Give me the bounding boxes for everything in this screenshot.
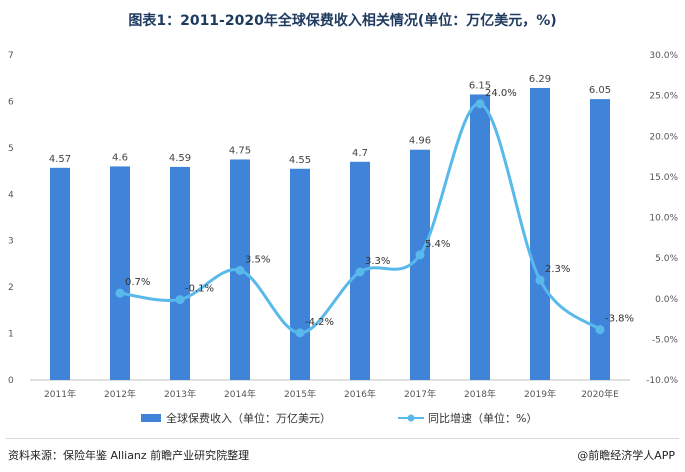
bar [530, 87, 550, 380]
y-left-tick-label: 7 [8, 51, 14, 61]
bar [590, 99, 610, 380]
line-data-label: 3.3% [365, 256, 390, 267]
legend-label-line: 同比增速（单位：%） [428, 411, 537, 425]
legend-swatch-line-marker [407, 414, 415, 422]
y-right-tick-label: -5.0% [652, 335, 679, 345]
bar [170, 166, 190, 380]
line-point [175, 295, 185, 305]
x-tick-label: 2013年 [164, 388, 196, 400]
x-tick-label: 2015年 [284, 388, 316, 400]
bar-data-label: 6.29 [529, 74, 551, 85]
bar [110, 166, 130, 380]
bar [50, 167, 70, 380]
line-data-label: 3.5% [245, 254, 270, 265]
line-data-label: -3.8% [605, 314, 634, 325]
y-right-tick-label: 15.0% [649, 173, 678, 183]
x-tick-label: 2014年 [224, 388, 256, 400]
bar-series [50, 87, 610, 380]
bar [470, 94, 490, 380]
y-right-tick-label: 5.0% [655, 254, 678, 264]
bar [290, 168, 310, 380]
legend-label-bar: 全球保费收入（单位：万亿美元） [166, 411, 331, 425]
brand-credit: @前瞻经济学人APP [577, 449, 675, 462]
bar-data-label: 4.75 [229, 145, 251, 156]
y-right-tick-label: 30.0% [649, 51, 678, 61]
x-axis: 2011年 2012年 2013年 2014年 2015年 2016年 2017年 2018年… [44, 388, 619, 400]
chart-title: 图表1：2011-2020年全球保费收入相关情况(单位：万亿美元，%) [128, 13, 557, 29]
legend: 全球保费收入（单位：万亿美元） 同比增速（单位：%） [141, 411, 537, 425]
bar-data-label: 4.57 [49, 154, 71, 165]
bar-data-label: 6.05 [589, 85, 611, 96]
line-point [415, 250, 425, 260]
y-axis-left: 0 1 2 3 4 5 6 7 [8, 51, 14, 386]
line-point [295, 328, 305, 338]
x-tick-label: 2020年E [581, 388, 619, 400]
y-right-tick-label: -10.0% [646, 376, 678, 386]
line-point [535, 275, 545, 285]
bar-data-labels: 4.57 4.6 4.59 4.75 4.55 4.7 4.96 6.15 6.29 6.05 [49, 74, 611, 166]
line-data-label: 24.0% [485, 88, 517, 99]
line-series [115, 99, 605, 338]
line-point [115, 288, 125, 298]
y-right-tick-label: 0.0% [655, 295, 678, 305]
bar-data-label: 4.6 [112, 152, 128, 163]
line-data-label: -4.2% [305, 317, 334, 328]
growth-line [119, 102, 601, 335]
bar-data-label: 6.15 [469, 80, 491, 91]
y-left-tick-label: 0 [8, 376, 14, 386]
line-point [355, 267, 365, 277]
bar-data-label: 4.96 [409, 136, 431, 147]
line-point [595, 325, 605, 335]
y-right-tick-label: 25.0% [649, 92, 678, 102]
line-data-label: 0.7% [125, 277, 150, 288]
y-left-tick-label: 3 [8, 237, 14, 247]
y-left-tick-label: 1 [8, 330, 14, 340]
line-data-label: 5.4% [425, 239, 450, 250]
x-tick-label: 2012年 [104, 388, 136, 400]
bar-data-label: 4.7 [352, 148, 368, 159]
x-tick-label: 2019年 [524, 388, 556, 400]
y-left-tick-label: 6 [8, 97, 14, 107]
line-data-label: 2.3% [545, 264, 570, 275]
y-left-tick-label: 5 [8, 144, 14, 154]
x-tick-label: 2016年 [344, 388, 376, 400]
y-right-tick-label: 10.0% [649, 214, 678, 224]
legend-swatch-bar [141, 414, 161, 422]
bar-data-label: 4.59 [169, 153, 191, 164]
line-point [475, 99, 485, 109]
bar [410, 149, 430, 380]
line-point [235, 265, 245, 275]
y-left-tick-label: 4 [8, 190, 14, 200]
footer-divider [6, 438, 679, 439]
x-tick-label: 2011年 [44, 388, 76, 400]
x-tick-label: 2017年 [404, 388, 436, 400]
bar-data-label: 4.55 [289, 155, 311, 166]
y-right-tick-label: 20.0% [649, 132, 678, 142]
line-data-label: -0.1% [185, 284, 214, 295]
x-tick-label: 2018年 [464, 388, 496, 400]
y-left-tick-label: 2 [8, 283, 14, 293]
source-note: 资料来源：保险年鉴 Allianz 前瞻产业研究院整理 [8, 449, 250, 462]
y-axis-right: -10.0% -5.0% 0.0% 5.0% 10.0% 15.0% 20.0% 25.0% 3… [646, 51, 678, 386]
line-data-labels: 0.7% -0.1% 3.5% -4.2% 3.3% 5.4% 24.0% 2.3% -3.8% [125, 88, 634, 328]
